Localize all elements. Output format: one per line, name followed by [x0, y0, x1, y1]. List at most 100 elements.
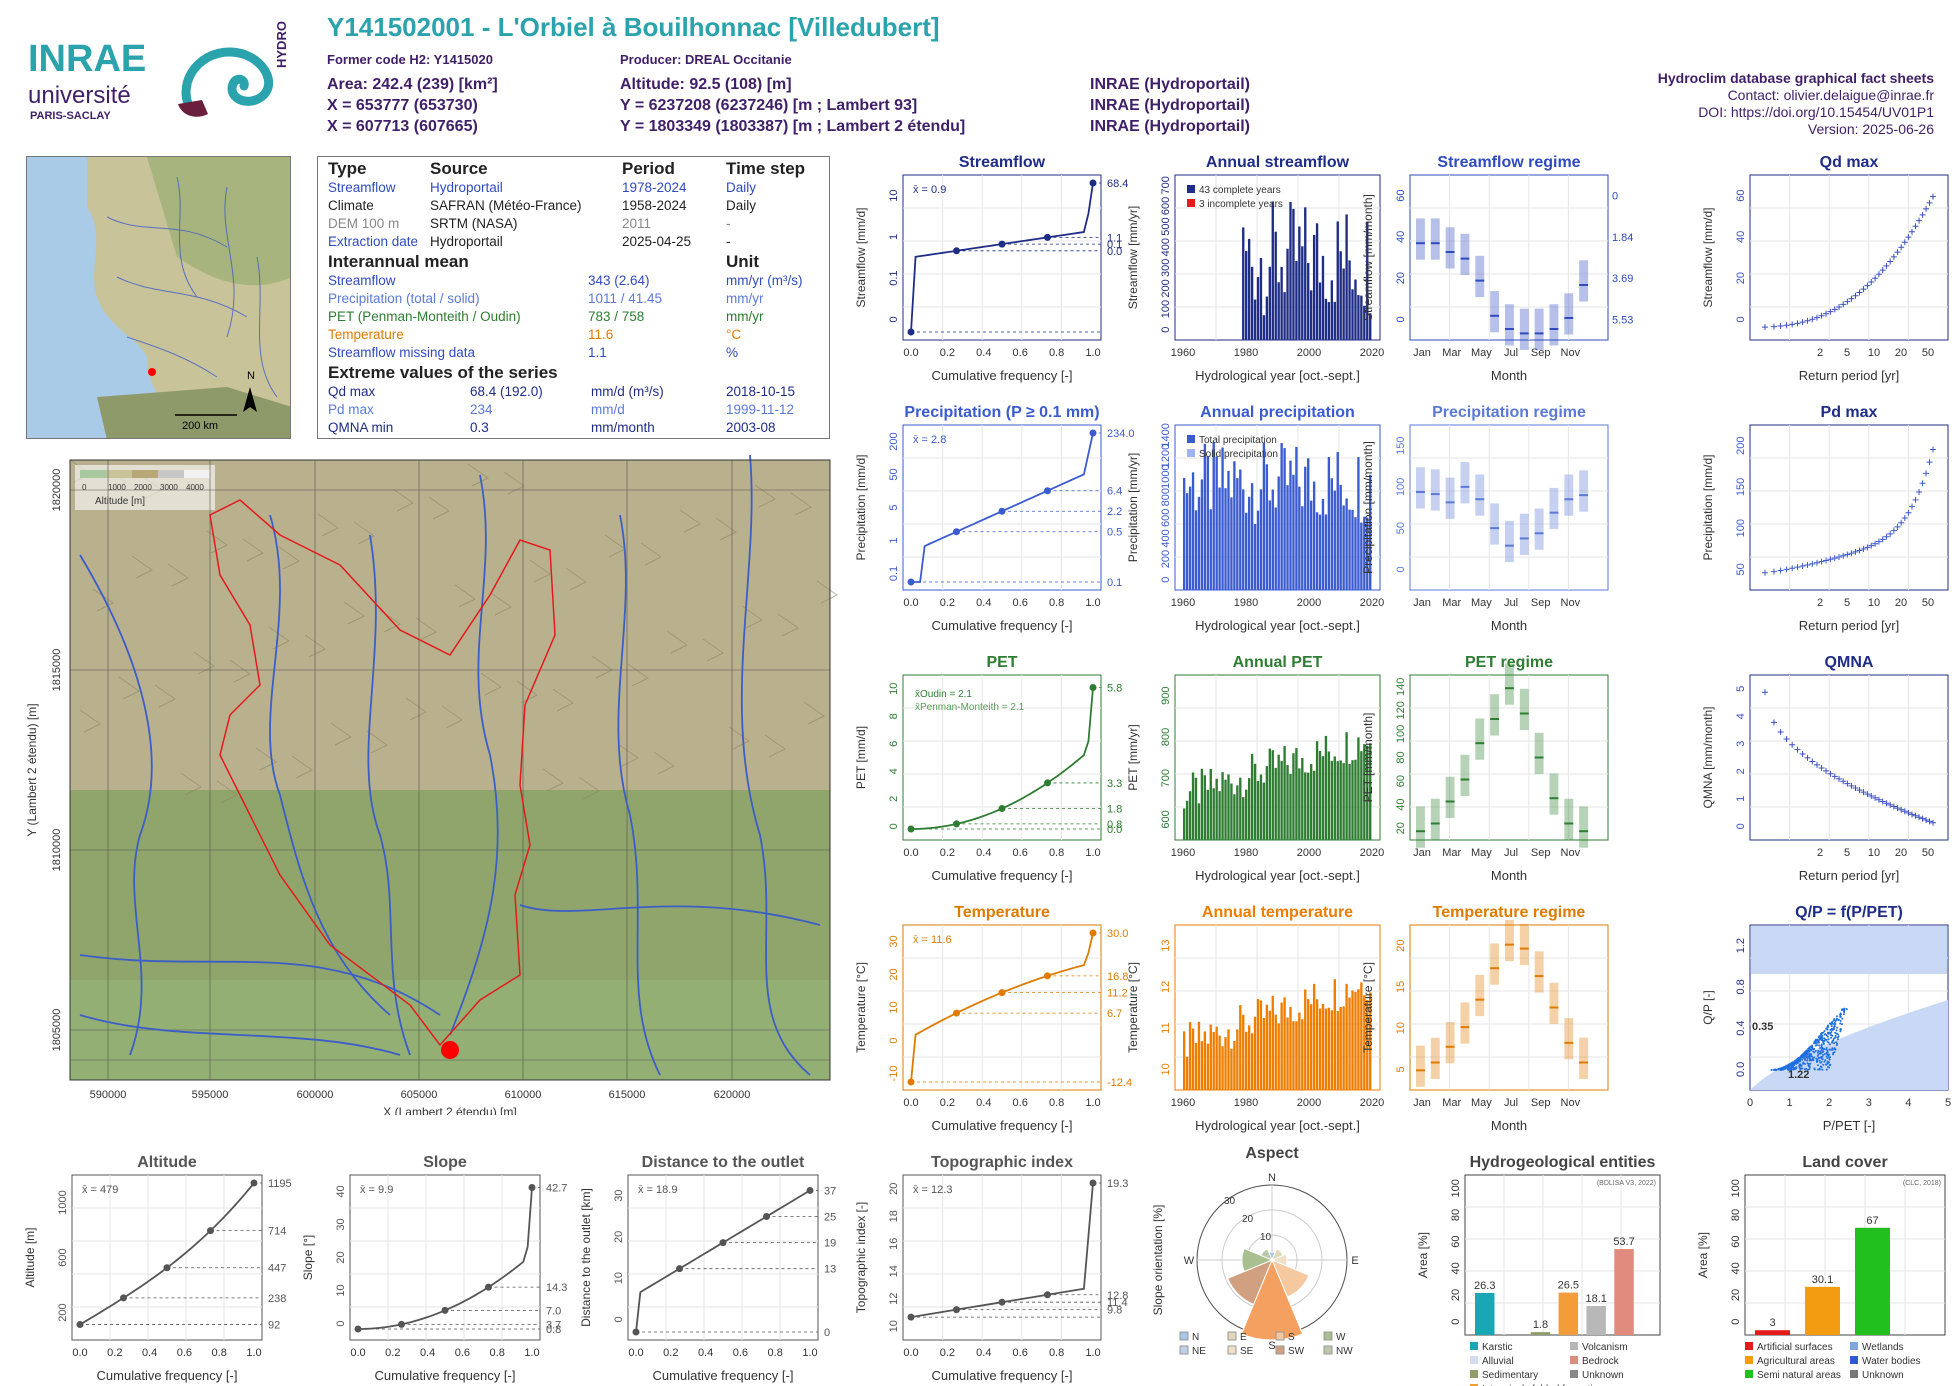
y-axis-label: Topographic index [-] — [854, 1202, 868, 1313]
annual-bar — [1348, 509, 1351, 590]
data-point — [1820, 1046, 1823, 1049]
data-point — [1813, 314, 1820, 321]
regime-box — [1475, 255, 1485, 298]
data-point — [1820, 1038, 1823, 1041]
data-point — [1804, 1063, 1807, 1066]
x-tick: 20 — [1895, 347, 1907, 359]
y-tick: 60 — [1395, 775, 1407, 787]
y-tick: 100 — [1160, 300, 1172, 318]
y-tick: 20 — [888, 1183, 900, 1195]
right-tick: 1195 — [268, 1178, 292, 1190]
ext-row-cell: Pd max — [328, 402, 374, 417]
x-tick: 1.0 — [246, 1347, 261, 1359]
plot-frame — [902, 1174, 1102, 1341]
data-point — [1828, 1022, 1831, 1025]
y-tick: 0.4 — [1735, 1020, 1747, 1035]
relief — [255, 747, 277, 771]
data-point — [1807, 1063, 1810, 1066]
relief — [167, 563, 189, 587]
legend-entry: Wetlands — [1862, 1342, 1904, 1353]
info-row-cell: DEM 100 m — [328, 216, 400, 231]
dir-label: N — [1268, 1172, 1276, 1184]
annual-bar — [1224, 779, 1227, 840]
data-point — [1810, 1059, 1813, 1062]
chart-title: Aspect — [1245, 1145, 1299, 1162]
right-tick: 30.0 — [1107, 928, 1128, 940]
y-tick: 2 — [1735, 768, 1747, 774]
data-point — [1842, 1013, 1845, 1016]
x-tick: 0.6 — [1013, 847, 1028, 859]
data-point — [1809, 1058, 1812, 1061]
x-tick: 0.2 — [385, 1347, 400, 1359]
annual-bar — [1230, 497, 1233, 590]
x-tick: 2020 — [1360, 1097, 1384, 1109]
chart-title: PET regime — [1465, 654, 1553, 671]
regime-box — [1549, 304, 1559, 346]
relief — [578, 776, 600, 800]
annual-bar — [1239, 777, 1242, 840]
right-tick: 1.8 — [1107, 804, 1122, 816]
data-point — [1804, 754, 1811, 761]
annual-bar — [1304, 466, 1307, 590]
right-tick: 6.4 — [1107, 486, 1122, 498]
annual-bar — [1191, 1028, 1195, 1090]
x-axis-label: Month — [1491, 368, 1527, 383]
data-point — [1839, 1022, 1842, 1025]
regime-box — [1519, 923, 1529, 966]
y-tick: 20 — [888, 968, 900, 980]
data-point — [1825, 1034, 1828, 1037]
x-tick: 0.0 — [903, 1097, 918, 1109]
annual-bar — [1286, 764, 1289, 840]
annual-bar — [1277, 282, 1280, 340]
annual-bar — [1318, 1008, 1322, 1090]
ring-label: 10 — [1260, 1232, 1272, 1243]
mean-label: x̄ = 2.8 — [913, 434, 946, 446]
outlet-marker — [441, 1041, 459, 1059]
regime-box — [1564, 798, 1574, 840]
y-tick: 1000 — [57, 1190, 69, 1214]
x-axis-label: Cumulative frequency [-] — [375, 1368, 516, 1383]
y-tick: 5.53 — [1612, 314, 1633, 326]
annual-bar — [1360, 522, 1363, 590]
source-note: (BDLISA V3, 2022) — [1597, 1180, 1656, 1187]
data-point — [1806, 1050, 1809, 1053]
x-tick: 2020 — [1360, 597, 1384, 609]
data-point — [1827, 308, 1834, 315]
river — [79, 1014, 401, 1056]
annual-bar — [1183, 477, 1186, 590]
data-point — [1802, 1062, 1805, 1065]
data-point — [1848, 295, 1855, 302]
data-point — [1827, 770, 1834, 777]
annual-bar — [1188, 486, 1192, 590]
x-tick: 20 — [1895, 847, 1907, 859]
x-tick: 0.6 — [1013, 597, 1028, 609]
river — [269, 514, 391, 1016]
data-point — [1815, 1057, 1818, 1060]
annual-bar — [1183, 808, 1186, 840]
inter-row: Streamflow 343 (2.64) mm/yr (m³/s) — [328, 273, 823, 291]
y-tick: 1.2 — [1735, 938, 1747, 953]
y-tick: 14 — [888, 1265, 900, 1277]
y-tick: 10 — [613, 1272, 625, 1284]
inter-header-cell: Interannual mean — [328, 252, 469, 271]
y-tick: 700 — [1160, 176, 1172, 194]
x93: X = 653777 (653730) — [327, 97, 478, 114]
x-axis-label: Cumulative frequency [-] — [932, 868, 1073, 883]
relief — [392, 488, 414, 512]
data-point — [1840, 552, 1847, 559]
data-point — [1916, 489, 1923, 496]
regime-box — [1579, 1037, 1589, 1079]
legend-tick: 3000 — [160, 483, 178, 492]
annual-bar — [1247, 496, 1251, 590]
annual-bar — [1233, 794, 1236, 840]
relief — [679, 509, 701, 533]
ext-row-cell: 0.3 — [470, 420, 489, 435]
annual-bar — [1200, 768, 1204, 840]
legend-swatch — [1187, 449, 1195, 457]
legend-swatch — [106, 470, 132, 478]
annual-bar — [1369, 474, 1372, 590]
data-point — [1887, 258, 1894, 265]
data-point — [1860, 286, 1867, 293]
x-tick: 2 — [1817, 847, 1823, 859]
annual-bar — [1253, 763, 1257, 840]
